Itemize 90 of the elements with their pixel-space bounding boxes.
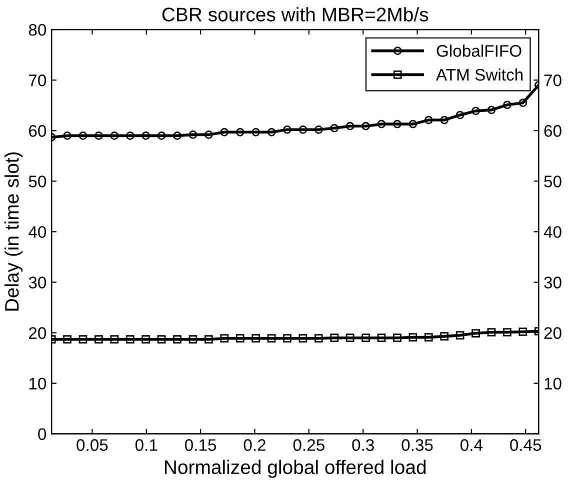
y2-tick-label: 20 — [544, 327, 562, 339]
point — [440, 332, 449, 340]
y-tick-label: 50 — [28, 176, 46, 188]
point — [188, 335, 198, 344]
point — [267, 334, 276, 342]
point — [157, 132, 166, 140]
point — [78, 335, 88, 344]
y2-tick-label: 60 — [544, 125, 562, 137]
point — [63, 335, 72, 344]
point — [220, 334, 229, 342]
point — [94, 335, 103, 344]
point — [204, 130, 213, 139]
point — [94, 132, 103, 140]
point — [408, 120, 418, 128]
x-tick-label: 0.35 — [402, 439, 433, 451]
point — [78, 132, 88, 140]
x-tick-label: 0.4 — [460, 439, 483, 451]
point — [518, 328, 528, 336]
point — [188, 130, 198, 139]
point — [393, 334, 402, 342]
point — [314, 334, 323, 342]
y-tick-label: 70 — [29, 74, 46, 86]
y-tick-label: 80 — [28, 24, 46, 36]
y2-tick-label: 30 — [544, 276, 562, 288]
x-tick-label: 0.1 — [135, 439, 158, 451]
chart-title: CBR sources with MBR=2Mb/s — [162, 7, 428, 22]
point — [346, 122, 354, 130]
y-tick-label: 60 — [29, 125, 46, 137]
x-tick-label: 0.25 — [293, 439, 324, 451]
point — [456, 110, 464, 120]
point — [487, 106, 496, 114]
point — [330, 334, 339, 342]
point — [283, 125, 292, 134]
legend-label: ATM Switch — [436, 68, 523, 81]
point — [126, 132, 134, 140]
point — [503, 100, 512, 110]
point — [236, 128, 244, 136]
point — [440, 116, 449, 124]
point — [252, 128, 260, 136]
point — [173, 335, 182, 344]
point — [330, 124, 339, 132]
point — [110, 335, 119, 344]
y-tick-label: 0 — [38, 428, 46, 440]
y2-tick-label: 50 — [544, 176, 562, 188]
point — [362, 334, 370, 342]
point — [503, 328, 512, 336]
point — [393, 120, 402, 128]
point — [283, 334, 292, 342]
point — [157, 335, 166, 344]
point — [142, 132, 150, 140]
y-tick-label: 40 — [28, 226, 46, 238]
point — [456, 331, 464, 340]
point — [346, 334, 354, 342]
point — [267, 128, 276, 136]
x-tick-label: 0.3 — [352, 439, 374, 451]
point — [63, 132, 72, 140]
point — [424, 116, 433, 124]
point — [424, 333, 433, 342]
point — [472, 329, 480, 338]
point — [487, 328, 496, 336]
point — [518, 98, 528, 108]
y-tick-label: 30 — [28, 276, 46, 288]
y2-tick-label: 70 — [544, 74, 562, 86]
y2-tick-label: 40 — [544, 226, 562, 238]
y2-tick-label: 10 — [544, 378, 562, 390]
y-tick-label: 10 — [29, 378, 46, 390]
y-tick-label: 20 — [29, 327, 46, 339]
point — [204, 335, 213, 344]
point — [377, 120, 386, 128]
x-tick-label: 0.45 — [510, 439, 542, 451]
point — [110, 132, 119, 140]
point — [173, 132, 182, 140]
x-tick-label: 0.05 — [76, 439, 108, 451]
point — [362, 122, 370, 130]
point — [298, 334, 308, 342]
x-tick-label: 0.2 — [244, 439, 266, 451]
y-axis-title: Delay (in time slot) — [4, 152, 23, 311]
legend-label: GlobalFIFO — [436, 44, 522, 57]
point — [142, 335, 150, 344]
point — [298, 125, 308, 134]
point — [252, 334, 260, 342]
point — [472, 106, 480, 116]
point — [314, 125, 323, 134]
x-axis-title: Normalized global offered load — [165, 460, 426, 478]
x-tick-label: 0.15 — [184, 439, 216, 451]
point — [377, 334, 386, 342]
point — [220, 128, 229, 136]
point — [408, 333, 418, 342]
point — [126, 335, 134, 344]
point — [236, 334, 244, 342]
